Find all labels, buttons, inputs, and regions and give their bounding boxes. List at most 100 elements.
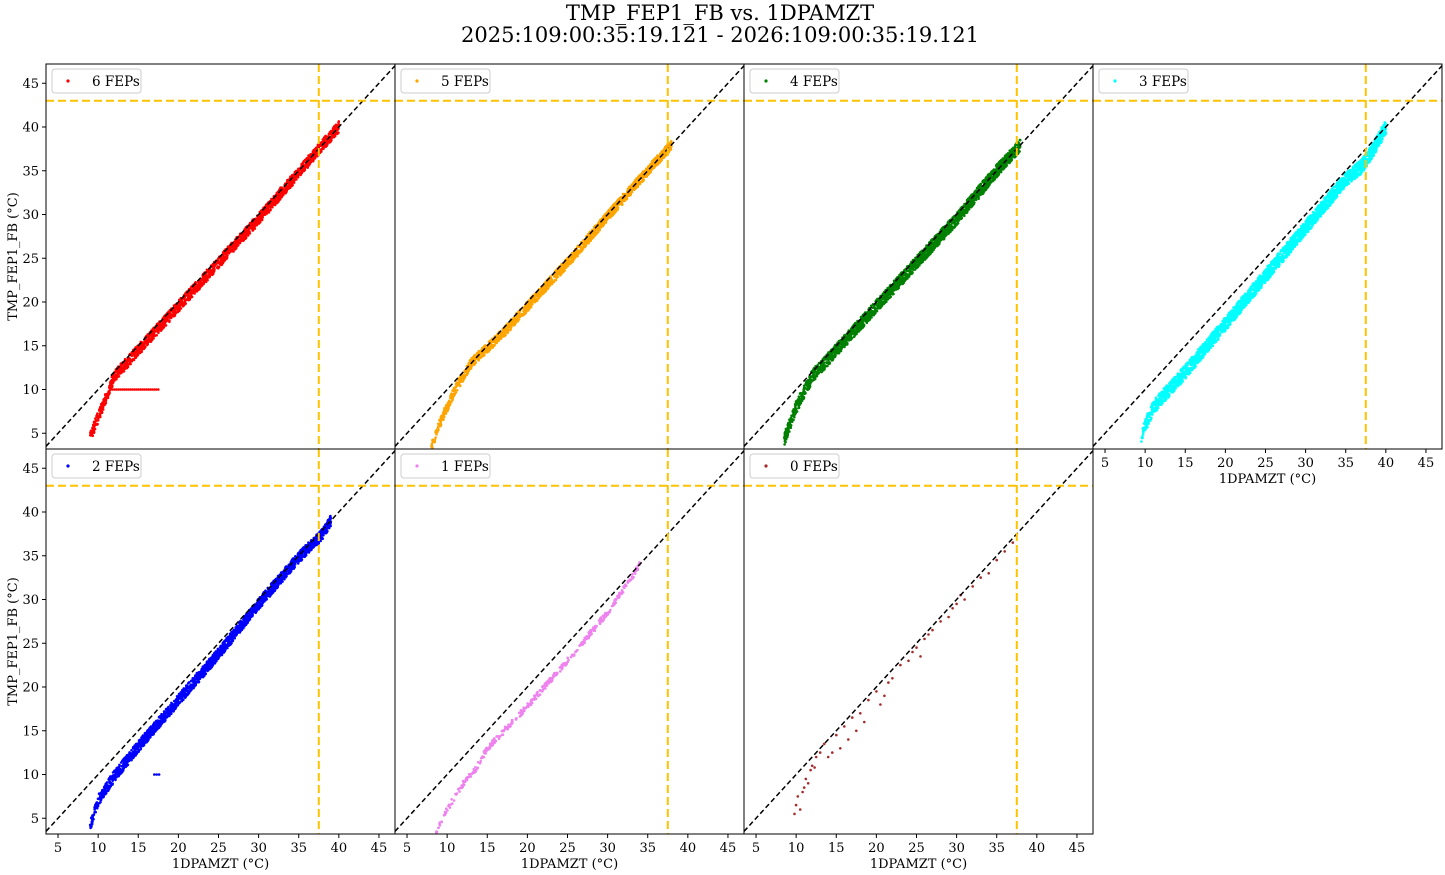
data-point	[442, 415, 446, 418]
data-point	[811, 374, 815, 377]
data-point	[233, 243, 236, 246]
data-point	[588, 238, 591, 241]
data-point	[192, 288, 195, 292]
data-point	[605, 217, 609, 221]
data-point	[216, 266, 220, 270]
data-point	[148, 337, 151, 341]
data-point	[149, 388, 152, 391]
data-point	[630, 183, 634, 186]
data-point	[122, 369, 125, 372]
data-point	[646, 167, 650, 170]
data-point	[112, 378, 115, 382]
data-point	[912, 268, 915, 271]
data-point	[572, 256, 576, 260]
y-tick-label: 45	[22, 77, 39, 92]
data-point	[977, 196, 980, 199]
data-point	[172, 304, 176, 307]
data-point	[91, 434, 94, 437]
data-point	[167, 314, 171, 318]
data-point	[238, 241, 242, 245]
data-point	[276, 199, 279, 203]
data-point	[642, 176, 645, 179]
data-point	[291, 183, 294, 187]
data-point	[206, 278, 209, 282]
data-point	[533, 294, 537, 298]
data-point	[311, 159, 315, 162]
data-point	[574, 253, 578, 257]
data-point	[100, 409, 103, 413]
data-point	[104, 399, 108, 402]
panel-4-feps: 4 FEPs	[743, 63, 1094, 450]
data-point	[184, 301, 187, 305]
data-point	[249, 226, 252, 229]
data-point	[287, 187, 290, 191]
data-point	[663, 151, 666, 155]
data-point	[121, 363, 124, 366]
data-point	[306, 165, 309, 168]
data-point	[101, 401, 104, 404]
data-point	[430, 451, 433, 454]
data-point	[145, 388, 148, 391]
data-point	[619, 196, 622, 200]
data-point	[231, 249, 235, 253]
data-point	[529, 298, 533, 302]
data-point	[143, 388, 146, 391]
data-point	[210, 272, 213, 275]
data-point	[189, 293, 193, 296]
data-point	[529, 303, 532, 306]
data-point	[608, 216, 612, 219]
data-point	[276, 196, 280, 199]
data-point	[159, 329, 163, 332]
data-point	[136, 351, 140, 355]
data-point	[146, 343, 149, 346]
data-point	[447, 399, 451, 403]
data-point	[500, 335, 503, 339]
data-point	[135, 388, 138, 391]
data-point	[223, 258, 227, 262]
data-point	[440, 414, 443, 418]
data-point	[230, 245, 234, 249]
data-point	[642, 178, 645, 182]
data-point	[506, 331, 509, 335]
data-point	[274, 201, 278, 205]
data-point	[553, 278, 557, 282]
data-point	[211, 264, 215, 268]
data-point	[537, 296, 540, 300]
data-point	[636, 176, 640, 179]
data-point	[794, 405, 797, 408]
data-point	[225, 254, 229, 258]
data-point	[207, 271, 211, 274]
data-point	[560, 267, 563, 270]
data-point	[280, 195, 283, 198]
data-point	[139, 351, 142, 355]
data-point	[114, 388, 118, 391]
data-point	[161, 321, 165, 325]
data-point	[438, 419, 442, 422]
data-point	[197, 288, 201, 291]
data-point	[187, 298, 190, 302]
data-point	[457, 382, 461, 386]
data-point	[315, 155, 319, 158]
data-point	[430, 442, 434, 446]
data-point	[798, 392, 802, 395]
data-point	[246, 233, 250, 237]
data-point	[140, 345, 144, 348]
data-point	[173, 314, 176, 318]
data-point	[196, 285, 199, 288]
data-point	[447, 404, 450, 408]
data-point	[611, 212, 614, 215]
legend: 6 FEPs	[51, 68, 142, 94]
data-point	[527, 307, 531, 311]
legend-marker	[415, 79, 419, 83]
data-point	[333, 133, 337, 136]
data-point	[99, 415, 102, 419]
data-point	[508, 324, 511, 328]
data-point	[118, 388, 122, 391]
data-point	[461, 373, 465, 377]
data-point	[116, 372, 119, 375]
data-point	[915, 261, 919, 264]
data-point	[271, 205, 274, 209]
data-point	[498, 337, 501, 341]
y-tick-label: 20	[22, 296, 39, 311]
data-point	[524, 310, 528, 313]
